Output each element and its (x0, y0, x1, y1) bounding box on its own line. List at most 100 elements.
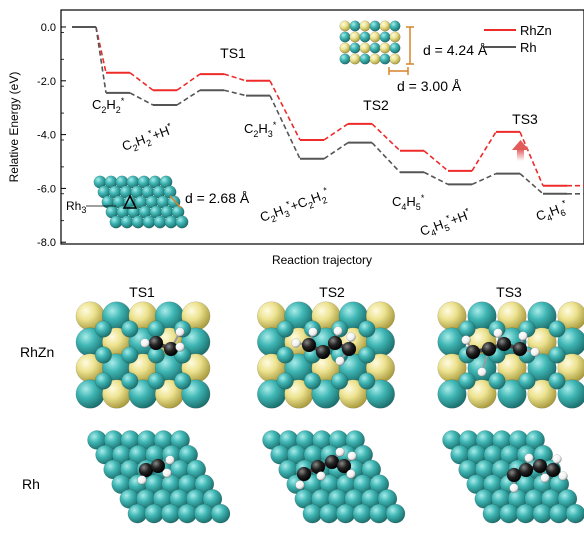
rh-atom (335, 503, 356, 524)
rh-atom (177, 503, 197, 524)
hydrogen-atom (333, 326, 343, 336)
rh-atom (94, 320, 112, 338)
rh-atom (276, 372, 294, 390)
rh-connector-0 (95, 26, 107, 94)
carbon-atom (148, 335, 164, 351)
plot-frame (60, 9, 584, 245)
rh-atom (377, 489, 398, 509)
column-label-ts1: TS1 (129, 284, 155, 300)
rh-ts3-structure (442, 430, 584, 524)
rh-atom (379, 53, 391, 65)
rhzn-connector-6 (371, 123, 401, 152)
rh-atom (497, 379, 527, 409)
rh-atom (331, 372, 349, 390)
rh-connector-6 (371, 142, 401, 173)
carbon-atom (518, 462, 534, 478)
rh-ts2-structure (262, 430, 406, 524)
rh-surface-inset (93, 175, 189, 229)
rh-atom (515, 503, 536, 524)
rh-atom (319, 503, 339, 524)
rh3-site-label: Rh3 (66, 199, 86, 215)
energy-profile-chart: 0.0 -2.0 -4.0 -6.0 -8.0 Relative Energy (eV)… (7, 9, 584, 267)
rhzn-ts1-structure (75, 301, 211, 409)
series-layer (72, 26, 584, 195)
rh-atom (339, 31, 351, 43)
rh-connector-5 (323, 142, 349, 160)
rh-atom (186, 459, 206, 480)
hydrogen-atom (540, 473, 550, 483)
zn-atom (339, 20, 351, 32)
zn-atom (389, 53, 401, 65)
carbon-atom (327, 335, 343, 351)
rh-atom (345, 430, 365, 450)
rh-atom (525, 430, 545, 450)
rh-atom (181, 379, 211, 409)
rh-atom (131, 215, 145, 229)
rh-atom (121, 320, 139, 338)
rh-atom (482, 503, 503, 524)
rh-atom (389, 20, 401, 32)
rh-connector-4 (269, 95, 301, 160)
label-c4h5-h: C4H5*+H* (418, 206, 475, 242)
zn-atom (467, 379, 497, 409)
x-axis-label: Reaction trajectory (272, 253, 372, 267)
rh-atom (369, 474, 390, 494)
hydrogen-atom (518, 331, 528, 341)
carbon-atom (506, 467, 522, 483)
column-label-ts3: TS3 (496, 284, 522, 300)
rh-atom (358, 346, 376, 364)
rh-atom (210, 503, 231, 524)
hydrogen-atom (477, 367, 487, 377)
rh-atom (549, 503, 569, 524)
rhzn-connector-5 (323, 123, 349, 141)
y-tick-label: -4.0 (37, 130, 56, 142)
hydrogen-atom (346, 332, 356, 342)
rh-connector-1 (129, 92, 154, 106)
hydrogen-atom (493, 328, 503, 338)
zn-atom (349, 31, 361, 43)
zn-atom (527, 379, 557, 409)
rhzn-connector-2 (176, 73, 201, 91)
rh-atom (369, 42, 381, 54)
rh-atom (369, 20, 381, 32)
rh-atom (194, 503, 214, 524)
carbon-atom (496, 336, 512, 352)
rh-atom (518, 372, 536, 390)
y-axis-ticks: 0.0 -2.0 -4.0 -6.0 -8.0 (37, 22, 66, 249)
rh-atom (339, 53, 351, 65)
rh-atom (349, 42, 361, 54)
rhzn-connector-0 (95, 26, 107, 73)
hydrogen-atom (530, 347, 540, 357)
rh-atom (175, 215, 189, 229)
hydrogen-atom (162, 468, 172, 478)
rh-atom (94, 372, 112, 390)
carbon-atom (512, 341, 528, 357)
hydrogen-atom (175, 327, 185, 337)
label-c2h2-h: C2H2*+H* (120, 121, 177, 157)
rh-atom (369, 503, 389, 524)
hydrogen-atom (461, 335, 471, 345)
y-tick-label: 0.0 (41, 22, 56, 34)
rh-atom (359, 31, 371, 43)
rh-atom (144, 503, 164, 524)
carbon-atom (545, 462, 561, 478)
rh-atom (94, 346, 112, 364)
rh-atom (160, 503, 181, 524)
row-label-rhzn: RhZn (20, 344, 54, 360)
rh-connector-7 (423, 171, 449, 186)
hydrogen-atom (308, 327, 318, 337)
y-tick-label: -2.0 (37, 76, 56, 88)
rh-atom (349, 20, 361, 32)
rh-atom (358, 372, 376, 390)
rh-atom (142, 215, 156, 229)
row-label-rh: Rh (22, 476, 40, 492)
y-tick-label: -8.0 (37, 237, 56, 249)
rh-atom (147, 372, 165, 390)
label-c2h3: C2H3* (244, 120, 277, 139)
rh-atom (361, 459, 381, 480)
label-ts1: TS1 (220, 45, 246, 61)
rh-atom (557, 489, 578, 509)
rh-atom (532, 503, 552, 524)
hydrogen-atom (524, 453, 534, 463)
carbon-atom (336, 458, 352, 474)
